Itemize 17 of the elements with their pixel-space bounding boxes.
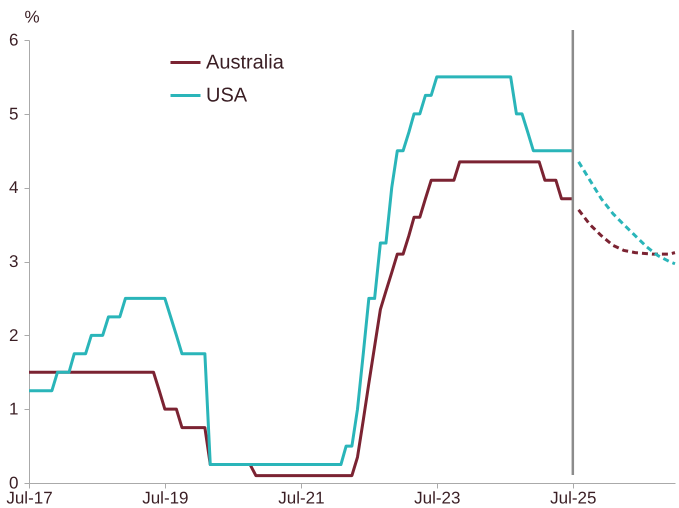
legend-label: Australia (206, 52, 285, 74)
y-tick-label: 3 (9, 252, 18, 271)
x-tick-label: Jul-19 (142, 488, 189, 508)
y-axis-title: % (24, 8, 40, 26)
line-series (28, 75, 574, 466)
x-tick-label: Jul-23 (414, 488, 460, 508)
y-tick-label: 4 (9, 178, 18, 198)
y-tick-label: 5 (9, 104, 18, 124)
y-tick-label: 1 (9, 400, 18, 419)
line-series (577, 208, 676, 256)
y-tick-label: 2 (9, 326, 18, 345)
line-series (28, 160, 574, 478)
line-series (577, 160, 676, 266)
x-tick-label: Jul-25 (550, 488, 596, 508)
y-tick-label: 6 (9, 30, 18, 50)
legend-label: USA (206, 84, 248, 106)
x-tick-label: Jul-21 (278, 488, 325, 508)
